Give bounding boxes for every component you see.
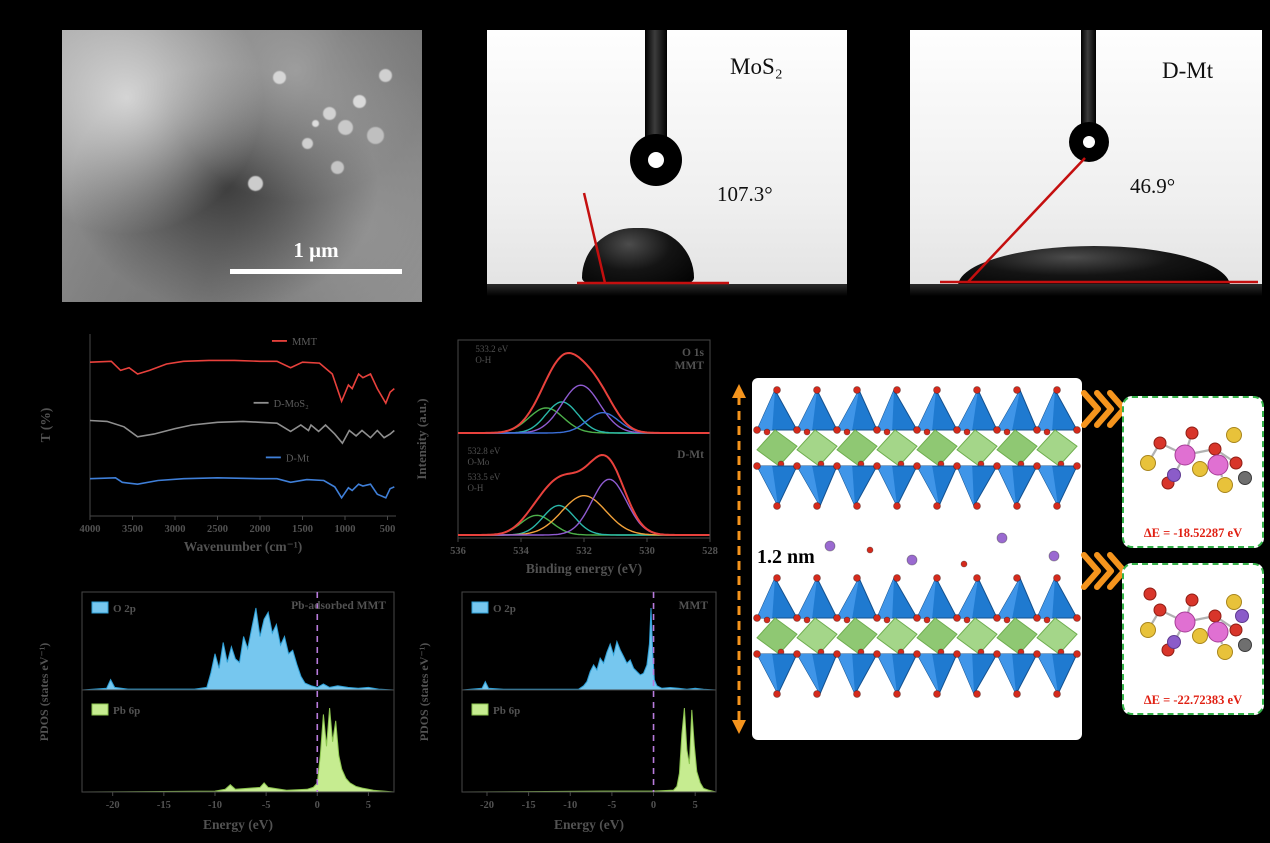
chevron-arrows-top-icon (1081, 390, 1127, 428)
svg-text:-10: -10 (563, 800, 577, 811)
svg-text:533.5 eV: 533.5 eV (467, 472, 500, 482)
dosing-needle-icon (645, 30, 667, 142)
interlayer-spacing-label: 1.2 nm (757, 546, 815, 568)
sample-label: D-Mt (1162, 58, 1214, 83)
dft-adsorption-inset-1: ΔE = -18.52287 eV (1122, 396, 1264, 548)
svg-text:2000: 2000 (250, 524, 271, 535)
svg-text:532.8 eV: 532.8 eV (467, 446, 500, 456)
svg-text:536: 536 (450, 546, 466, 557)
svg-text:-20: -20 (106, 800, 120, 811)
chevron-arrows-bottom-icon (1081, 552, 1127, 590)
xps-o1s-chart: 536 534 532 530 528 Binding energy (eV) Intens… (412, 324, 718, 578)
svg-text:532: 532 (576, 546, 592, 557)
svg-text:530: 530 (639, 546, 655, 557)
svg-text:Wavenumber (cm⁻¹): Wavenumber (cm⁻¹) (184, 539, 303, 554)
svg-text:D-MoS₂: D-MoS₂ (274, 399, 310, 410)
svg-text:3000: 3000 (165, 524, 186, 535)
contact-angle-lines (940, 157, 1258, 284)
svg-text:D-Mt: D-Mt (677, 449, 704, 461)
svg-text:-15: -15 (522, 800, 536, 811)
svg-text:533.2 eV: 533.2 eV (475, 344, 508, 354)
substrate-stage (487, 284, 847, 296)
contact-angle-panel-mos2: MoS₂ 107.3° (487, 30, 847, 296)
svg-text:T (%): T (%) (38, 408, 53, 443)
interlayer-spacing-arrow (732, 384, 746, 734)
svg-text:2500: 2500 (207, 524, 228, 535)
svg-text:Energy (eV): Energy (eV) (554, 817, 624, 832)
svg-text:O 2p: O 2p (113, 603, 136, 615)
sem-micrograph: 1 μm (62, 30, 422, 302)
needle-ring-icon (630, 134, 682, 186)
svg-text:0: 0 (315, 800, 320, 811)
svg-text:534: 534 (513, 546, 530, 557)
sem-scale-bar: 1 μm (230, 238, 402, 274)
svg-text:O-H: O-H (467, 483, 483, 493)
svg-text:Binding energy (eV): Binding energy (eV) (526, 561, 642, 576)
svg-text:5: 5 (693, 800, 698, 811)
contact-angle-value: 107.3° (717, 182, 773, 206)
svg-text:Pb 6p: Pb 6p (113, 705, 140, 717)
svg-text:-5: -5 (262, 800, 271, 811)
contact-angle-value: 46.9° (1130, 174, 1176, 198)
adsorption-energy-label: ΔE = -18.52287 eV (1143, 526, 1243, 540)
scale-bar-line (230, 269, 402, 274)
svg-text:4000: 4000 (80, 524, 101, 535)
svg-text:Pb 6p: Pb 6p (493, 705, 520, 717)
svg-text:O 2p: O 2p (493, 603, 516, 615)
svg-text:PDOS (states eV⁻¹): PDOS (states eV⁻¹) (417, 643, 431, 742)
adsorption-cluster-model (1140, 587, 1252, 660)
svg-text:MMT: MMT (679, 600, 709, 612)
svg-text:Intensity (a.u.): Intensity (a.u.) (414, 398, 429, 479)
svg-text:MMT: MMT (292, 337, 318, 348)
svg-text:1500: 1500 (292, 524, 313, 535)
svg-text:D-Mt: D-Mt (286, 453, 309, 464)
svg-text:0: 0 (651, 800, 656, 811)
svg-text:MMT: MMT (675, 360, 705, 372)
svg-text:O 1s: O 1s (682, 347, 705, 359)
svg-text:-15: -15 (157, 800, 171, 811)
ftir-spectra-chart: 4000 3500 3000 2500 2000 1500 1000 500 Wavenumbe… (34, 320, 406, 572)
svg-text:Pb-adsorbed MMT: Pb-adsorbed MMT (291, 600, 386, 612)
svg-text:5: 5 (366, 800, 371, 811)
svg-text:PDOS (states eV⁻¹): PDOS (states eV⁻¹) (37, 643, 51, 742)
svg-text:O-Mo: O-Mo (467, 457, 489, 467)
svg-text:528: 528 (702, 546, 718, 557)
dosing-needle-icon (1081, 30, 1096, 128)
svg-text:1000: 1000 (335, 524, 356, 535)
sample-label: MoS₂ (730, 54, 783, 79)
pdos-chart-pb-mmt: -20 -15 -10 -5 0 5 Energy (eV) PDOS (states eV⁻… (34, 580, 404, 840)
svg-text:500: 500 (380, 524, 396, 535)
svg-text:-20: -20 (480, 800, 494, 811)
crystal-structure-panel: 1.2 nm (752, 378, 1082, 740)
contact-angle-panel-dmt: D-Mt 46.9° (910, 30, 1262, 296)
substrate-stage (910, 284, 1262, 296)
adsorption-cluster-model (1140, 426, 1252, 493)
dft-adsorption-inset-2: ΔE = -22.72383 eV (1122, 563, 1264, 715)
svg-text:-10: -10 (208, 800, 222, 811)
needle-ring-icon (1069, 122, 1109, 162)
sem-particle-cluster (312, 120, 319, 127)
contact-angle-lines (577, 192, 729, 285)
svg-text:O-H: O-H (475, 355, 491, 365)
pdos-chart-mmt: -20 -15 -10 -5 0 5 Energy (eV) PDOS (states eV⁻… (414, 580, 726, 840)
adsorption-energy-label: ΔE = -22.72383 eV (1143, 693, 1243, 707)
scale-bar-label: 1 μm (293, 238, 339, 262)
svg-text:3500: 3500 (122, 524, 143, 535)
svg-text:-5: -5 (608, 800, 617, 811)
svg-text:Energy (eV): Energy (eV) (203, 817, 273, 832)
